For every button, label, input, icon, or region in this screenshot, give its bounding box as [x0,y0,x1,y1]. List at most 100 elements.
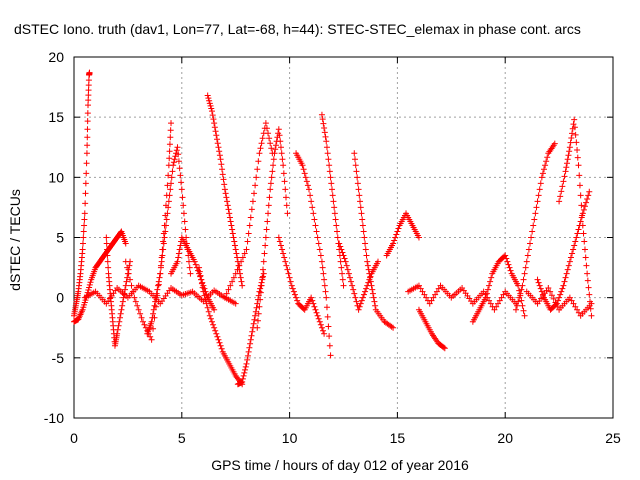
data-point-arc-k [256,150,263,157]
data-point-arc-p [357,300,364,307]
data-point-arc-w [537,285,544,292]
data-point-arc-p [336,240,343,247]
data-point-arc-f [152,298,159,305]
data-point-arc-e [122,258,129,265]
data-point-arc-j [250,320,257,327]
data-point-arc-m [291,291,298,298]
data-point-arc-b [86,281,93,288]
data-point-arc-d [121,290,128,297]
data-point-arc-q [354,180,361,187]
data-point-arc-o [321,129,328,136]
data-point-arc-f [160,246,167,253]
data-point-arc-f [161,234,168,241]
data-point-arc-h [233,250,240,257]
data-point-arc-x [574,154,581,161]
data-point-arc-b [122,240,129,247]
data-point-arc-o [329,186,336,193]
data-point-arc-h [219,166,226,173]
data-point-arc-i [205,308,212,315]
data-point-arc-f [178,186,185,193]
data-point-arc-j [247,340,254,347]
data-point-arc-k [238,258,245,265]
data-point-arc-v [536,186,543,193]
data-point-arc-u [506,264,513,271]
data-point-arc-h [206,97,213,104]
data-point-arc-f [166,192,173,199]
data-point-arc-n [303,178,310,185]
data-point-arc-w [569,250,576,257]
data-point-arc-g [175,254,182,261]
data-point-arc-a [84,110,91,117]
data-point-arc-b [85,287,92,294]
data-point-arc-i [203,300,210,307]
data-point-arc-k [268,145,275,152]
data-point-arc-s [493,303,500,310]
data-point-arc-v [521,270,528,277]
data-point-arc-w [559,285,566,292]
data-point-arc-f [186,264,193,271]
data-point-arc-s [432,291,439,298]
data-point-arc-u [507,267,514,274]
data-point-arc-r [394,228,401,235]
data-point-arc-n [310,210,317,217]
data-point-arc-n [315,240,322,247]
data-point-arc-x [572,131,579,138]
data-point-arc-w [567,254,574,261]
x-tick-label: 15 [390,430,406,446]
data-point-arc-p [343,262,350,269]
data-point-arc-i [216,339,223,346]
data-point-arc-w [586,188,593,195]
data-point-arc-e [137,310,144,317]
data-point-arc-y [588,300,595,307]
data-point-arc-p [355,306,362,313]
data-point-arc-h [226,214,233,221]
data-point-arc-j [248,332,255,339]
data-point-arc-v [530,222,537,229]
data-point-arc-q [351,156,358,163]
data-point-arc-v [520,276,527,283]
data-point-arc-h [204,92,211,99]
data-point-arc-f [171,156,178,163]
data-point-arc-n [326,342,333,349]
data-point-arc-y [554,303,561,310]
data-point-arc-a [85,82,92,89]
data-point-arc-n [306,186,313,193]
data-point-arc-k [263,125,270,132]
data-point-arc-o [319,116,326,123]
x-tick-label: 10 [282,430,298,446]
data-point-arc-n [312,222,319,229]
data-point-arc-h [207,102,214,109]
data-point-arc-g [191,258,198,265]
data-point-arc-o [327,174,334,181]
data-point-arc-c [232,300,239,307]
data-point-arc-d [104,246,111,253]
data-point-arc-a [79,246,86,253]
data-point-arc-p [341,255,348,262]
data-point-arc-y [568,297,575,304]
data-point-arc-f [185,258,192,265]
data-point-arc-f [151,302,158,309]
data-point-arc-l [255,310,262,317]
data-point-arc-e [166,148,173,155]
data-point-arc-i [197,272,204,279]
data-point-arc-m [316,318,323,325]
y-axis-ticks: -10 -5 0 5 10 15 20 [44,49,613,426]
data-point-arc-j [247,336,254,343]
data-point-arc-f [168,174,175,181]
data-point-arc-a [83,170,90,177]
data-point-arc-m [293,294,300,301]
data-point-arc-v [522,264,529,271]
data-point-arc-v [524,252,531,259]
data-point-arc-h [218,161,225,168]
data-point-arc-f [155,278,162,285]
data-point-arc-x [586,291,593,298]
data-point-arc-e [167,134,174,141]
data-point-arc-y [550,295,557,302]
data-point-arc-i [210,321,217,328]
y-axis-label: dSTEC / TECUs [7,189,23,291]
data-point-arc-i [204,304,211,311]
data-point-arc-v [532,210,539,217]
data-point-arc-l [280,162,287,169]
data-point-arc-j [251,316,258,323]
data-point-arc-d [105,264,112,271]
